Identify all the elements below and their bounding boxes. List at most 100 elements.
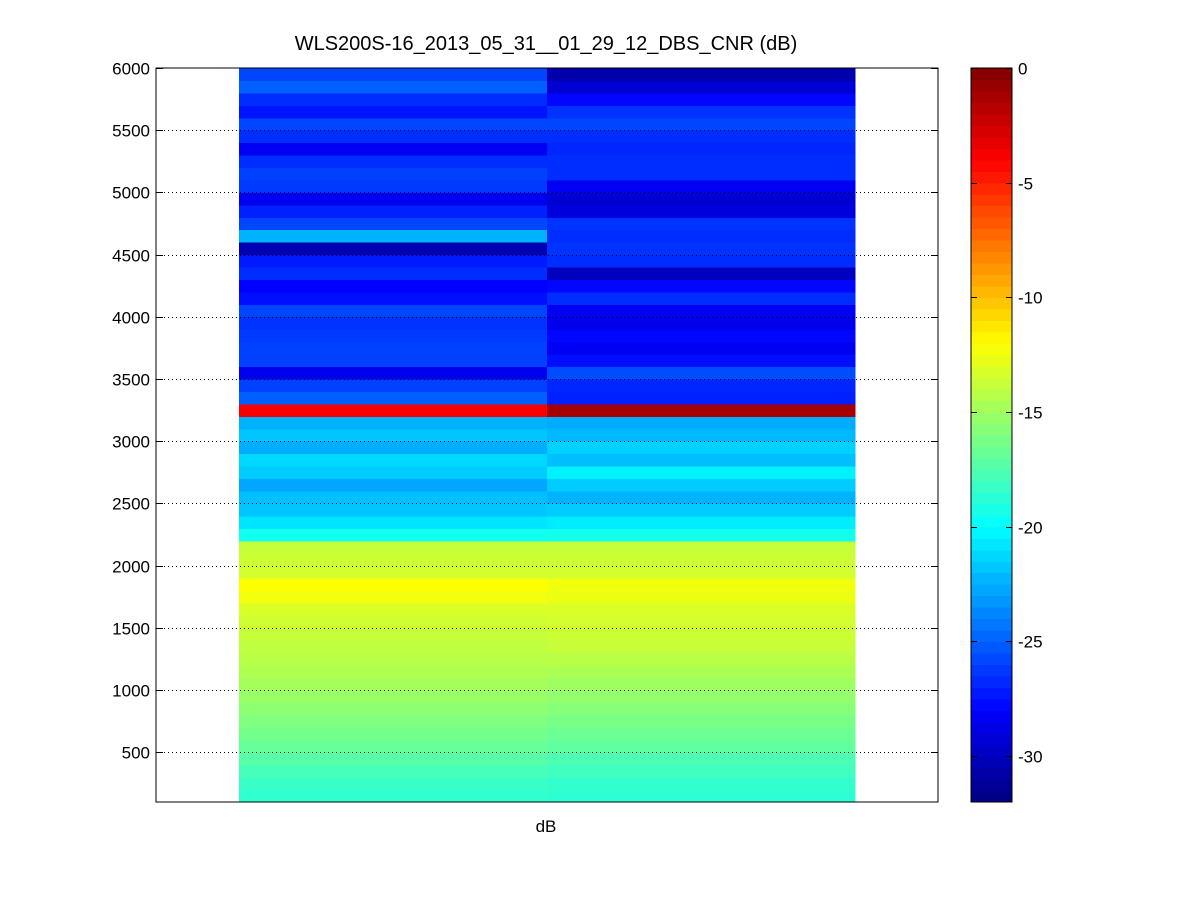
y-tick-label: 1000 [112,682,150,701]
heatmap-cell [239,391,548,405]
colorbar-tick-label: -30 [1018,748,1043,767]
heatmap-cell [547,665,856,679]
heatmap-cell [547,217,856,231]
colorbar-swatch [971,652,1012,665]
heatmap-cell [239,179,548,193]
heatmap-cell [547,117,856,131]
heatmap-cell [239,416,548,430]
colorbar-swatch [971,457,1012,471]
colorbar-swatch [971,549,1012,562]
heatmap-cell [547,291,856,305]
plot-area: 500 1000 1500 2000 2500 3000 3500 4000 4500 5000 5… [112,60,939,803]
colorbar-swatch [971,423,1012,436]
heatmap-cell [547,540,856,554]
heatmap-cell [239,578,548,592]
heatmap-cell [547,677,856,691]
heatmap-cell [239,528,548,542]
heatmap-cell [239,167,548,181]
heatmap-cell [547,441,856,455]
colorbar-swatch [971,698,1012,711]
heatmap-cell [239,341,548,355]
colorbar-swatch [971,251,1012,264]
heatmap-cell [547,752,856,766]
heatmap-cell [547,329,856,343]
colorbar-swatch [971,412,1012,425]
colorbar-swatch [971,400,1012,413]
heatmap-cell [547,565,856,579]
heatmap-cell [547,578,856,592]
y-tick-label: 2500 [112,495,150,514]
heatmap-cell [547,92,856,106]
heatmap-cell [239,752,548,766]
colorbar-swatch [971,136,1012,149]
heatmap-cell [239,739,548,753]
heatmap-cell [239,602,548,616]
heatmap-cell [239,130,548,144]
heatmap-cell [239,279,548,293]
heatmap-cell [547,428,856,442]
colorbar-swatch [971,125,1012,138]
colorbar-swatch [971,435,1012,448]
heatmap-cell [239,690,548,703]
colorbar-swatch [971,343,1012,356]
colorbar-swatch [971,756,1012,769]
y-tick-label: 5000 [112,184,150,203]
colorbar-swatch [971,664,1012,677]
colorbar-axis: 0 -5 -10 -15 -20 -25 -30 [971,60,1043,767]
heatmap-cell [547,341,856,355]
heatmap-cell [239,466,548,480]
heatmap-cell [547,192,856,206]
colorbar-swatch [971,182,1012,195]
heatmap-cell [547,453,856,467]
heatmap-cell [239,68,548,81]
colorbar-swatch [971,68,1012,81]
colorbar-swatch [971,503,1012,516]
colorbar-swatch [971,285,1012,298]
chart-title: WLS200S-16_2013_05_31__01_29_12_DBS_CNR … [295,33,798,55]
colorbar-swatch [971,790,1012,803]
y-tick-label: 3500 [112,371,150,390]
colorbar-tick-label: -10 [1018,289,1043,308]
y-axis: 500 1000 1500 2000 2500 3000 3500 4000 4500 5000 5… [112,60,938,763]
colorbar: 0 -5 -10 -15 -20 -25 -30 [970,60,1043,803]
heatmap-cell [547,466,856,480]
heatmap-cell [547,267,856,280]
colorbar-swatch [971,618,1012,631]
colorbar-swatch [971,687,1012,700]
heatmap-cell [547,478,856,492]
heatmap-cell [547,80,856,94]
colorbar-tick-label: -20 [1018,519,1043,538]
heatmap-cell [239,727,548,741]
colorbar-swatch [971,767,1012,780]
heatmap-cell [239,117,548,131]
heatmap-cell [239,242,548,256]
plot-frame [155,67,939,803]
heatmap-cell [547,105,856,119]
colorbar-swatch [971,90,1012,104]
heatmap-cell [547,229,856,243]
heatmap-cell [547,155,856,169]
colorbar-swatch [971,331,1012,344]
colorbar-swatch [971,595,1012,608]
heatmap-cell [547,416,856,430]
heatmap-cell [239,640,548,654]
heatmap-cell [239,590,548,604]
heatmap-cell [239,777,548,791]
y-tick-label: 500 [122,744,150,763]
colorbar-swatch [971,629,1012,643]
colorbar-swatch [971,262,1012,276]
heatmap-cell [547,379,856,392]
heatmap-cell [547,602,856,616]
heatmap-cell [547,130,856,144]
heatmap-cell [547,204,856,218]
colorbar-swatch [971,492,1012,505]
colorbar-frame [970,67,1013,803]
heatmap-cell [547,714,856,728]
colorbar-swatch [971,779,1012,792]
heatmap-cell [239,702,548,716]
y-tick-label: 2000 [112,558,150,577]
colorbar-swatch [971,572,1012,585]
heatmap-cell [547,316,856,330]
heatmap-cell [547,627,856,641]
heatmap-cell [239,789,548,803]
